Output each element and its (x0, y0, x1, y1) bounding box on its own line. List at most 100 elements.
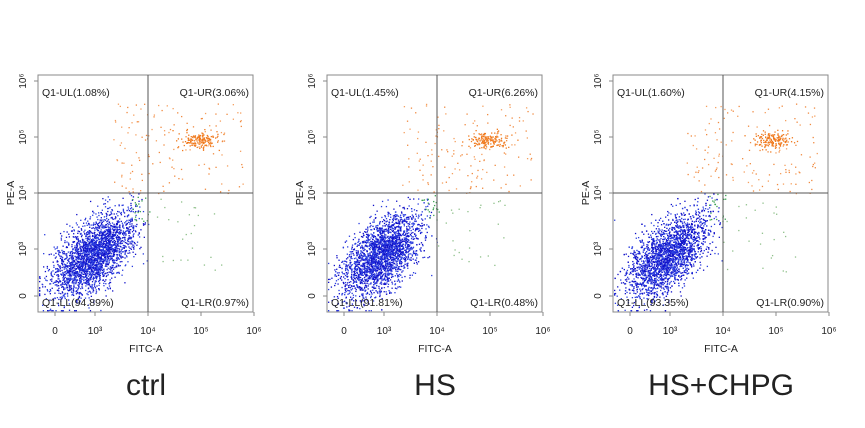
event-dot (62, 267, 63, 268)
event-dot (128, 215, 129, 216)
event-dot (83, 223, 84, 224)
event-dot (62, 282, 63, 283)
event-dot (102, 267, 103, 268)
event-dot (110, 211, 111, 212)
event-dot (145, 222, 146, 223)
event-dot (351, 269, 352, 270)
event-dot (123, 241, 124, 242)
event-dot (129, 222, 130, 223)
event-dot (189, 214, 190, 215)
event-dot (71, 294, 72, 295)
event-dot (122, 237, 123, 238)
event-dot (160, 199, 161, 200)
event-dot (368, 256, 369, 257)
event-dot (367, 264, 368, 265)
event-dot (89, 274, 90, 275)
event-dot (39, 294, 40, 295)
event-dot (364, 288, 365, 289)
event-dot (360, 287, 361, 288)
event-dot (81, 235, 82, 236)
event-dot (364, 249, 365, 250)
event-dot (76, 268, 77, 269)
event-dot (206, 138, 207, 139)
event-dot (90, 292, 91, 293)
event-dot (85, 285, 86, 286)
event-dot (84, 271, 85, 272)
event-dot (418, 261, 419, 262)
event-dot (117, 211, 118, 212)
event-dot (383, 278, 384, 279)
event-dot (135, 254, 136, 255)
event-dot (105, 199, 106, 200)
event-dot (123, 237, 124, 238)
event-dot (195, 146, 196, 147)
event-dot (118, 245, 119, 246)
event-dot (99, 247, 100, 248)
event-dot (346, 284, 347, 285)
event-dot (113, 227, 114, 228)
event-dot (123, 235, 124, 236)
event-dot (133, 225, 134, 226)
event-dot (116, 230, 117, 231)
event-dot (221, 264, 222, 265)
event-dot (373, 286, 374, 287)
quadrant-label: Q1-LR(0.97%) (181, 297, 249, 309)
event-dot (115, 216, 116, 217)
y-tick-label: 10⁵ (18, 129, 29, 144)
event-dot (375, 256, 376, 257)
event-dot (106, 261, 107, 262)
event-dot (376, 257, 377, 258)
event-dot (367, 234, 368, 235)
event-dot (344, 292, 345, 293)
event-dot (136, 152, 137, 153)
event-dot (408, 218, 409, 219)
event-dot (334, 265, 335, 266)
event-dot (361, 254, 362, 255)
event-dot (384, 234, 385, 235)
event-dot (43, 266, 44, 267)
event-dot (223, 134, 224, 135)
event-dot (224, 140, 225, 141)
event-dot (162, 186, 163, 187)
event-dot (373, 219, 374, 220)
event-dot (149, 211, 150, 212)
event-dot (221, 154, 222, 155)
event-dot (117, 250, 118, 251)
event-dot (58, 288, 59, 289)
event-dot (82, 267, 83, 268)
event-dot (83, 280, 84, 281)
event-dot (109, 243, 110, 244)
event-dot (91, 288, 92, 289)
event-dot (184, 145, 185, 146)
event-dot (107, 235, 108, 236)
event-dot (351, 272, 352, 273)
event-dot (118, 237, 119, 238)
event-dot (113, 240, 114, 241)
event-dot (399, 286, 400, 287)
event-dot (126, 112, 127, 113)
event-dot (127, 132, 128, 133)
event-dot (77, 285, 78, 286)
event-dot (116, 258, 117, 259)
event-dot (63, 289, 64, 290)
event-dot (133, 246, 134, 247)
event-dot (104, 241, 105, 242)
event-dot (78, 282, 79, 283)
event-dot (82, 288, 83, 289)
event-dot (63, 261, 64, 262)
event-dot (361, 236, 362, 237)
event-dot (96, 291, 97, 292)
event-dot (202, 133, 203, 134)
event-dot (381, 227, 382, 228)
event-dot (72, 263, 73, 264)
event-dot (91, 275, 92, 276)
event-dot (102, 272, 103, 273)
event-dot (105, 279, 106, 280)
event-dot (199, 135, 200, 136)
event-dot (95, 224, 96, 225)
event-dot (110, 214, 111, 215)
event-dot (129, 210, 130, 211)
event-dot (96, 285, 97, 286)
event-dot (224, 133, 225, 134)
event-dot (385, 216, 386, 217)
